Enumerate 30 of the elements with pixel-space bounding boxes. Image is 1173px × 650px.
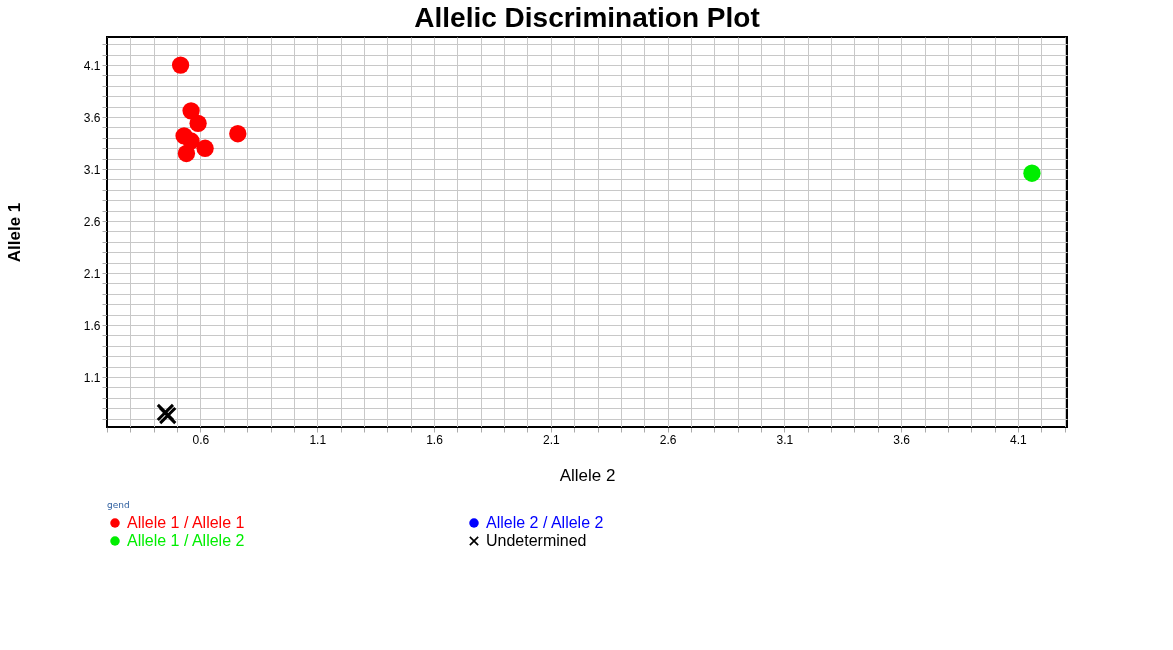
y-axis-title: Allele 1 bbox=[4, 202, 24, 263]
y-tick-label: 2.6 bbox=[83, 214, 101, 229]
point bbox=[1023, 164, 1041, 182]
x-tick-label: 0.6 bbox=[192, 432, 210, 447]
x-tick-label: 3.1 bbox=[776, 432, 794, 447]
point bbox=[189, 114, 207, 132]
legend-label: Allele 1 / Allele 1 bbox=[127, 514, 245, 531]
x-axis-title: Allele 2 bbox=[559, 465, 616, 485]
point bbox=[229, 125, 247, 143]
y-tick-label: 3.6 bbox=[83, 110, 101, 125]
y-tick-label: 3.1 bbox=[83, 162, 101, 177]
x-tick-label: 2.6 bbox=[659, 432, 677, 447]
point bbox=[171, 56, 190, 74]
y-tick-label: 1.1 bbox=[83, 370, 101, 385]
y-tick-label: 4.1 bbox=[83, 58, 101, 73]
point bbox=[182, 102, 200, 120]
y-tick-label: 2.1 bbox=[83, 266, 101, 281]
point bbox=[182, 132, 200, 150]
x-tick-label: 4.1 bbox=[1010, 432, 1028, 447]
legend-label: Allele 1 / Allele 2 bbox=[127, 532, 245, 549]
legend-label: Undetermined bbox=[486, 532, 587, 549]
x-tick-label: 1.6 bbox=[426, 432, 444, 447]
legend-title: gend bbox=[107, 500, 130, 510]
legend-label: Allele 2 / Allele 2 bbox=[486, 514, 604, 531]
x-tick-label: 2.1 bbox=[542, 432, 560, 447]
x-tick-label: 3.6 bbox=[893, 432, 911, 447]
point bbox=[196, 139, 214, 157]
chart-title: Allelic Discrimination Plot bbox=[414, 2, 760, 33]
x-tick-label: 1.1 bbox=[309, 432, 327, 447]
y-tick-label: 1.6 bbox=[83, 318, 101, 333]
